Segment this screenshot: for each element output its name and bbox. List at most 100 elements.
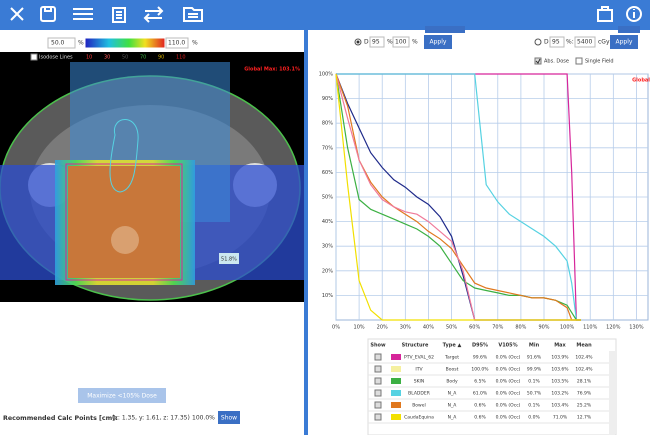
structure-swatch	[391, 414, 401, 420]
y-tick-label: 70%	[322, 145, 333, 151]
y-tick-label: 50%	[322, 195, 333, 201]
menu-icon[interactable]	[73, 8, 93, 20]
point-label-box	[219, 253, 239, 264]
min-input[interactable]	[47, 37, 76, 49]
abs-dose-checkbox[interactable]	[534, 57, 542, 65]
calc-points-percent: 100.0%	[192, 415, 215, 422]
table-cell: Body	[446, 379, 458, 385]
briefcase-icon[interactable]	[597, 6, 613, 22]
abs-dose: Abs. Dose	[544, 59, 569, 65]
dose-core	[68, 166, 180, 278]
isodose-checkbox[interactable]	[30, 53, 38, 61]
x-tick-label: 50%	[446, 325, 457, 331]
column-header: Max	[554, 343, 566, 349]
show-checkbox[interactable]	[374, 413, 382, 421]
table-cell: N_A	[448, 415, 458, 421]
apply-button[interactable]	[424, 35, 452, 49]
info-icon[interactable]	[626, 6, 642, 22]
structure-swatch	[391, 402, 401, 408]
table-cell: 25.2%	[577, 403, 592, 409]
calc-points-label: Recommended Calc Points [cm]:	[3, 415, 118, 422]
show-checkbox[interactable]	[374, 365, 382, 373]
divider	[304, 30, 308, 435]
folder-icon[interactable]	[183, 7, 203, 22]
y-tick-label: 100%	[319, 72, 334, 78]
metric: D	[364, 39, 369, 46]
column-header: Show	[370, 343, 386, 349]
show-checkbox[interactable]	[374, 377, 382, 385]
table-cell: CaudaEquina	[404, 415, 434, 421]
show-checkbox[interactable]	[374, 401, 382, 409]
table-cell: 0.0% (Occ)	[496, 367, 521, 373]
level-input[interactable]	[549, 36, 565, 48]
table-cell: 99.6%	[473, 355, 488, 361]
structure-swatch	[391, 366, 401, 372]
table-cell: SKIN	[414, 379, 425, 385]
show-button[interactable]	[218, 411, 240, 424]
save-icon[interactable]	[40, 6, 56, 22]
single-field-checkbox[interactable]	[575, 57, 583, 65]
table-cell: 61.0%	[473, 391, 488, 397]
table-cell: 0.6%	[474, 415, 486, 421]
x-tick-label: 100%	[560, 325, 575, 331]
column-header: Mean	[576, 343, 592, 349]
table-cell: Boost	[446, 367, 459, 373]
table-cell: 103.6%	[551, 367, 569, 373]
global-max: Global Max: 103.1%	[244, 67, 300, 73]
table-cell: 0.0% (Occ)	[496, 379, 521, 385]
value-input[interactable]	[574, 36, 596, 48]
apply-label: Apply	[430, 39, 447, 46]
show-checkbox[interactable]	[374, 353, 382, 361]
radio-dot	[356, 40, 360, 44]
table-cell: N_A	[448, 403, 458, 409]
maximize-label: Maximize <105% Dose	[87, 393, 157, 400]
table-cell: Bowel	[412, 403, 426, 409]
x-tick-label: 90%	[538, 325, 549, 331]
y-tick-label: 90%	[322, 96, 333, 102]
structure-swatch	[391, 354, 401, 360]
annotation: Global	[632, 78, 650, 84]
x-tick-label: 0%	[332, 325, 340, 331]
y-tick-label: 80%	[322, 121, 333, 127]
x-tick-label: 130%	[629, 325, 644, 331]
x-tick-label: 60%	[469, 325, 480, 331]
isodose-level: 90	[158, 55, 164, 61]
table-cell: 71.0%	[553, 415, 568, 421]
column-header: Min	[529, 343, 540, 349]
dvh-curve	[336, 73, 581, 321]
value: 100	[395, 39, 407, 46]
table-cell: 102.4%	[575, 355, 593, 361]
ptv-contour	[65, 163, 183, 281]
table-cell: 91.6%	[527, 355, 542, 361]
table-cell: 103.5%	[551, 379, 569, 385]
x-tick-label: 80%	[515, 325, 526, 331]
colorbar-min-unit: %	[78, 40, 84, 47]
apply-button[interactable]	[610, 35, 638, 49]
table-cell: 103.2%	[551, 391, 569, 397]
y-tick-label: 60%	[322, 170, 333, 176]
close-icon[interactable]	[10, 7, 24, 21]
cut-button	[425, 26, 465, 33]
unit: %:	[566, 39, 574, 46]
level-input[interactable]	[369, 36, 385, 48]
value-input[interactable]	[392, 36, 410, 48]
isodose-label: Isodose Lines	[39, 55, 73, 61]
swap-icon[interactable]	[143, 6, 164, 23]
unit: cGy	[598, 39, 610, 46]
table-cell: 0.0%	[528, 415, 540, 421]
clipboard-icon[interactable]	[112, 7, 126, 23]
x-tick-label: 110%	[583, 325, 598, 331]
bladder-contour	[109, 119, 139, 193]
show-checkbox[interactable]	[374, 389, 382, 397]
x-tick-label: 10%	[354, 325, 365, 331]
maximize-button[interactable]	[78, 388, 166, 403]
table-cell: 0.1%	[528, 403, 540, 409]
apply-label: Apply	[616, 39, 633, 46]
check	[535, 58, 541, 64]
y-tick-label: 40%	[322, 219, 333, 225]
max-input[interactable]	[165, 37, 189, 49]
x-tick-label: 40%	[423, 325, 434, 331]
column-header: Structure	[402, 343, 429, 349]
radio[interactable]	[534, 38, 542, 46]
